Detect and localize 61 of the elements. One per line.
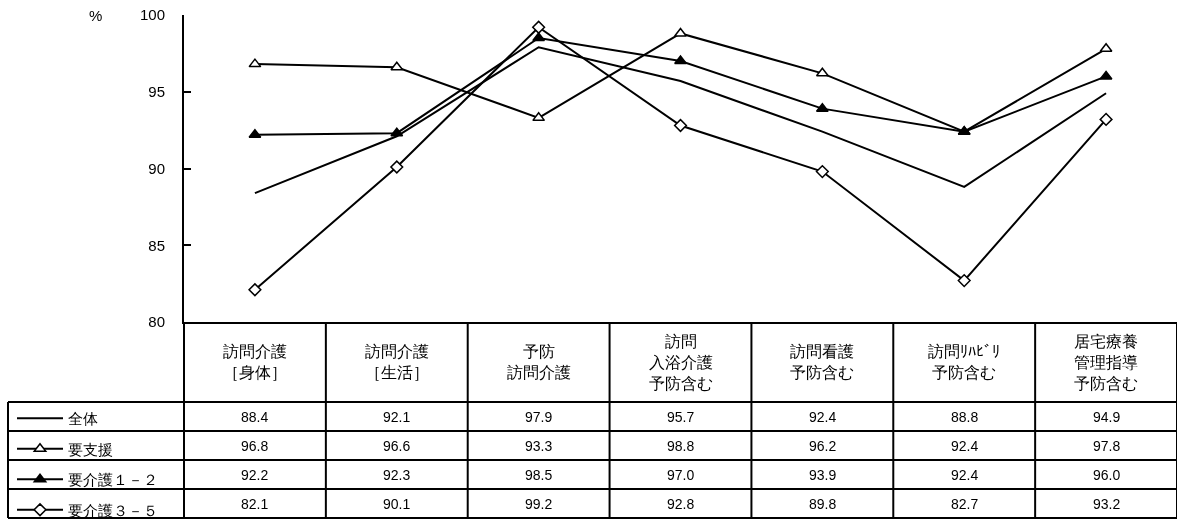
- point: [1099, 43, 1113, 53]
- data-label: 98.5: [525, 467, 553, 483]
- legend-label: 要支援: [68, 440, 113, 458]
- point: [248, 58, 262, 68]
- data-label: 93.9: [809, 467, 837, 483]
- data-label: 94.9: [1093, 409, 1121, 425]
- data-label: 93.2: [1093, 496, 1121, 512]
- y-tick-label: 100: [139, 6, 165, 24]
- data-label: 97.0: [667, 467, 695, 483]
- data-label: 92.1: [383, 409, 411, 425]
- point: [390, 160, 404, 174]
- x-tick-label: 訪問介護［生活］: [365, 343, 429, 381]
- legend-label: 要介護１－２: [68, 471, 158, 489]
- data-label: 98.8: [667, 438, 695, 454]
- data-label: 97.8: [1093, 438, 1121, 454]
- data-label: 90.1: [383, 496, 411, 512]
- data-label: 96.0: [1093, 467, 1121, 483]
- data-label: 95.7: [667, 409, 695, 425]
- point: [815, 164, 829, 179]
- data-label: 96.8: [241, 438, 269, 454]
- data-label: 99.2: [525, 496, 553, 512]
- point: [390, 61, 404, 71]
- data-label: 92.4: [951, 467, 979, 483]
- data-label: 92.4: [809, 409, 837, 425]
- point: [815, 67, 829, 77]
- point: [248, 283, 262, 297]
- y-tick-label: 80: [148, 313, 165, 331]
- point: [248, 128, 262, 138]
- x-tick-label: 訪問看護予防含む: [790, 343, 854, 381]
- x-tick-label: 訪問介護［身体］: [223, 343, 287, 381]
- y-axis-title: %: [89, 7, 103, 24]
- point: [673, 118, 688, 133]
- point: [390, 127, 404, 137]
- point: [1099, 112, 1113, 126]
- data-label: 88.8: [951, 409, 979, 425]
- point: [532, 112, 546, 122]
- data-label: 97.9: [525, 409, 553, 425]
- x-tick-label: 予防訪問介護: [507, 343, 571, 381]
- data-label: 92.8: [667, 496, 695, 512]
- point: [957, 273, 971, 288]
- point: [815, 102, 829, 112]
- data-label: 82.7: [951, 496, 979, 512]
- y-tick-label: 85: [148, 236, 165, 254]
- data-label: 93.3: [525, 438, 553, 454]
- x-tick-label: 居宅療養管理指導予防含む: [1074, 333, 1138, 392]
- x-tick-label: 訪問入浴介護予防含む: [649, 333, 713, 392]
- point: [1099, 70, 1113, 80]
- point: [532, 32, 546, 42]
- data-label: 96.2: [809, 438, 837, 454]
- data-label: 89.8: [809, 496, 837, 512]
- x-tick-label: 訪問ﾘﾊﾋﾞﾘ予防含む: [928, 343, 1000, 381]
- legend-label: 全体: [68, 410, 98, 428]
- data-label: 88.4: [241, 409, 269, 425]
- y-tick-label: 90: [148, 159, 165, 177]
- data-label: 92.3: [383, 467, 411, 483]
- data-label: 92.4: [951, 438, 979, 454]
- data-label: 96.6: [383, 438, 411, 454]
- y-tick-label: 95: [148, 83, 165, 100]
- data-label: 92.2: [241, 467, 269, 483]
- data-label: 82.1: [241, 496, 269, 512]
- point: [532, 20, 546, 34]
